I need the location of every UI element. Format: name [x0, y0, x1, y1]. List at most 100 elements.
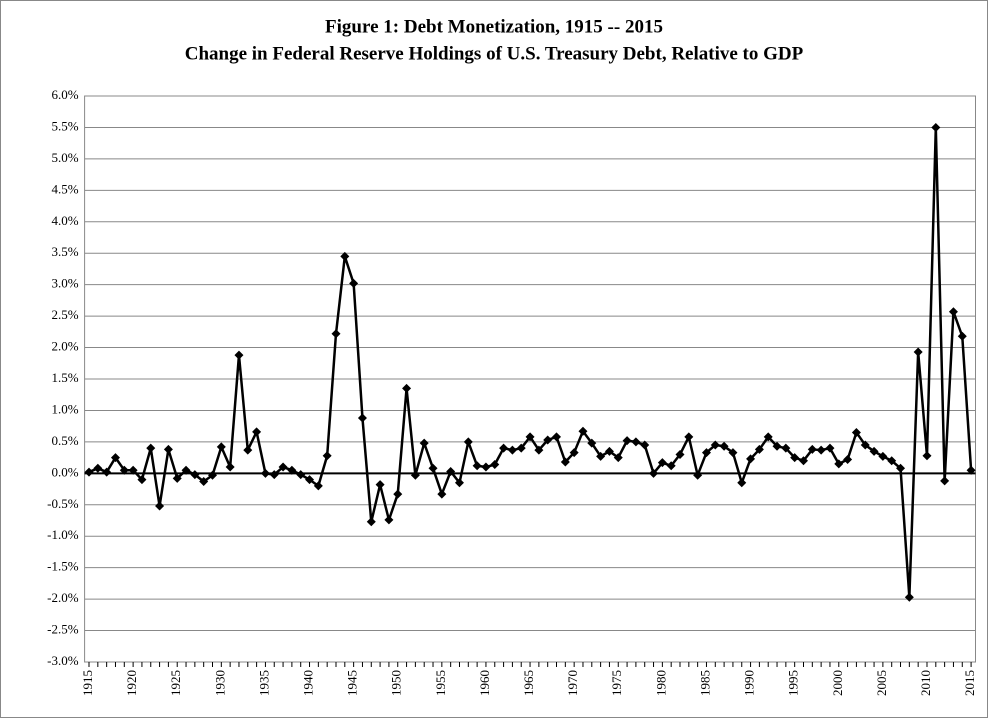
x-tick-label: 2000: [830, 670, 845, 696]
data-point: [84, 467, 94, 477]
data-point: [728, 448, 738, 458]
data-point: [957, 331, 967, 341]
data-point: [763, 432, 773, 442]
data-point: [375, 480, 385, 490]
y-tick-label: 4.0%: [52, 213, 79, 228]
data-point: [428, 463, 438, 473]
chart-title: Figure 1: Debt Monetization, 1915 -- 201…: [325, 16, 663, 37]
data-point: [913, 347, 923, 357]
x-tick-label: 1980: [653, 670, 668, 696]
chart-subtitle: Change in Federal Reserve Holdings of U.…: [185, 43, 804, 64]
data-point: [252, 427, 262, 437]
y-tick-label: 4.5%: [52, 181, 79, 196]
data-point: [305, 475, 315, 485]
data-point: [163, 444, 173, 454]
data-point: [481, 462, 491, 472]
data-point: [446, 466, 456, 476]
x-tick-label: 1975: [609, 670, 624, 696]
data-point: [922, 451, 932, 461]
data-point: [419, 438, 429, 448]
data-point: [560, 457, 570, 467]
data-point: [93, 463, 103, 473]
data-point: [260, 468, 270, 478]
data-point: [322, 451, 332, 461]
data-point: [357, 413, 367, 423]
data-point: [578, 426, 588, 436]
data-point: [798, 456, 808, 466]
data-point: [340, 251, 350, 261]
y-tick-label: 2.5%: [52, 307, 79, 322]
data-point: [102, 467, 112, 477]
data-point: [287, 465, 297, 475]
data-point: [366, 517, 376, 527]
y-tick-label: 1.5%: [52, 370, 79, 385]
data-point: [737, 478, 747, 488]
x-tick-label: 1935: [256, 670, 271, 696]
data-point: [649, 468, 659, 478]
data-point: [534, 445, 544, 455]
data-point: [216, 442, 226, 452]
x-tick-label: 1940: [301, 670, 316, 696]
data-point: [349, 278, 359, 288]
data-point: [402, 383, 412, 393]
data-point: [666, 461, 676, 471]
data-point: [710, 440, 720, 450]
data-point: [463, 437, 473, 447]
data-point: [490, 460, 500, 470]
x-tick-label: 1965: [521, 670, 536, 696]
data-point: [454, 478, 464, 488]
data-point: [269, 470, 279, 480]
y-tick-label: 3.5%: [52, 244, 79, 259]
data-point: [507, 445, 517, 455]
data-point: [234, 350, 244, 360]
data-point: [243, 445, 253, 455]
data-point: [693, 470, 703, 480]
data-point: [437, 489, 447, 499]
y-tick-label: -1.5%: [47, 559, 79, 574]
data-point: [146, 443, 156, 453]
y-tick-label: 6.0%: [52, 87, 79, 102]
data-point: [128, 465, 138, 475]
data-point: [807, 444, 817, 454]
y-tick-label: -2.5%: [47, 622, 79, 637]
data-point: [834, 459, 844, 469]
x-tick-label: 1955: [433, 670, 448, 696]
x-tick-label: 1970: [565, 670, 580, 696]
y-tick-label: -2.0%: [47, 590, 79, 605]
data-point: [887, 456, 897, 466]
data-point: [948, 307, 958, 317]
data-point: [569, 448, 579, 458]
data-point: [384, 515, 394, 525]
y-tick-label: -1.0%: [47, 527, 79, 542]
data-point: [675, 449, 685, 459]
data-point: [331, 329, 341, 339]
data-point: [225, 462, 235, 472]
data-point: [587, 438, 597, 448]
data-point: [904, 592, 914, 602]
x-tick-label: 1945: [345, 670, 360, 696]
data-point: [516, 443, 526, 453]
data-point: [190, 470, 200, 480]
data-point: [596, 451, 606, 461]
y-tick-label: -3.0%: [47, 653, 79, 668]
x-tick-label: 2005: [874, 670, 889, 696]
data-point: [313, 481, 323, 491]
x-tick-label: 2015: [962, 670, 977, 696]
data-point: [816, 445, 826, 455]
x-tick-label: 1985: [697, 670, 712, 696]
data-point: [772, 441, 782, 451]
data-point: [869, 446, 879, 456]
y-tick-label: 3.0%: [52, 276, 79, 291]
data-point: [940, 476, 950, 486]
x-tick-label: 1950: [389, 670, 404, 696]
data-point: [543, 435, 553, 445]
data-point: [155, 501, 165, 511]
data-point: [719, 441, 729, 451]
data-point: [604, 446, 614, 456]
data-point: [860, 440, 870, 450]
data-point: [181, 465, 191, 475]
data-point: [746, 454, 756, 464]
y-tick-label: 2.0%: [52, 339, 79, 354]
data-point: [701, 448, 711, 458]
data-point: [931, 122, 941, 132]
